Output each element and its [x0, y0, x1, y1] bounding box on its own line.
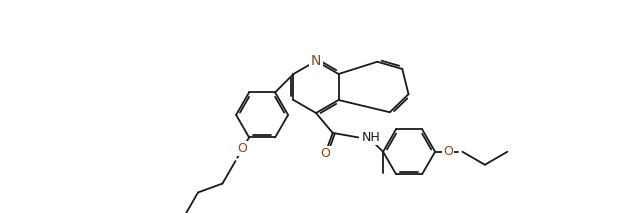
Text: O: O: [238, 142, 248, 155]
Text: O: O: [443, 145, 453, 158]
Text: O: O: [320, 147, 330, 160]
Text: NH: NH: [361, 131, 380, 144]
Text: N: N: [311, 54, 321, 68]
